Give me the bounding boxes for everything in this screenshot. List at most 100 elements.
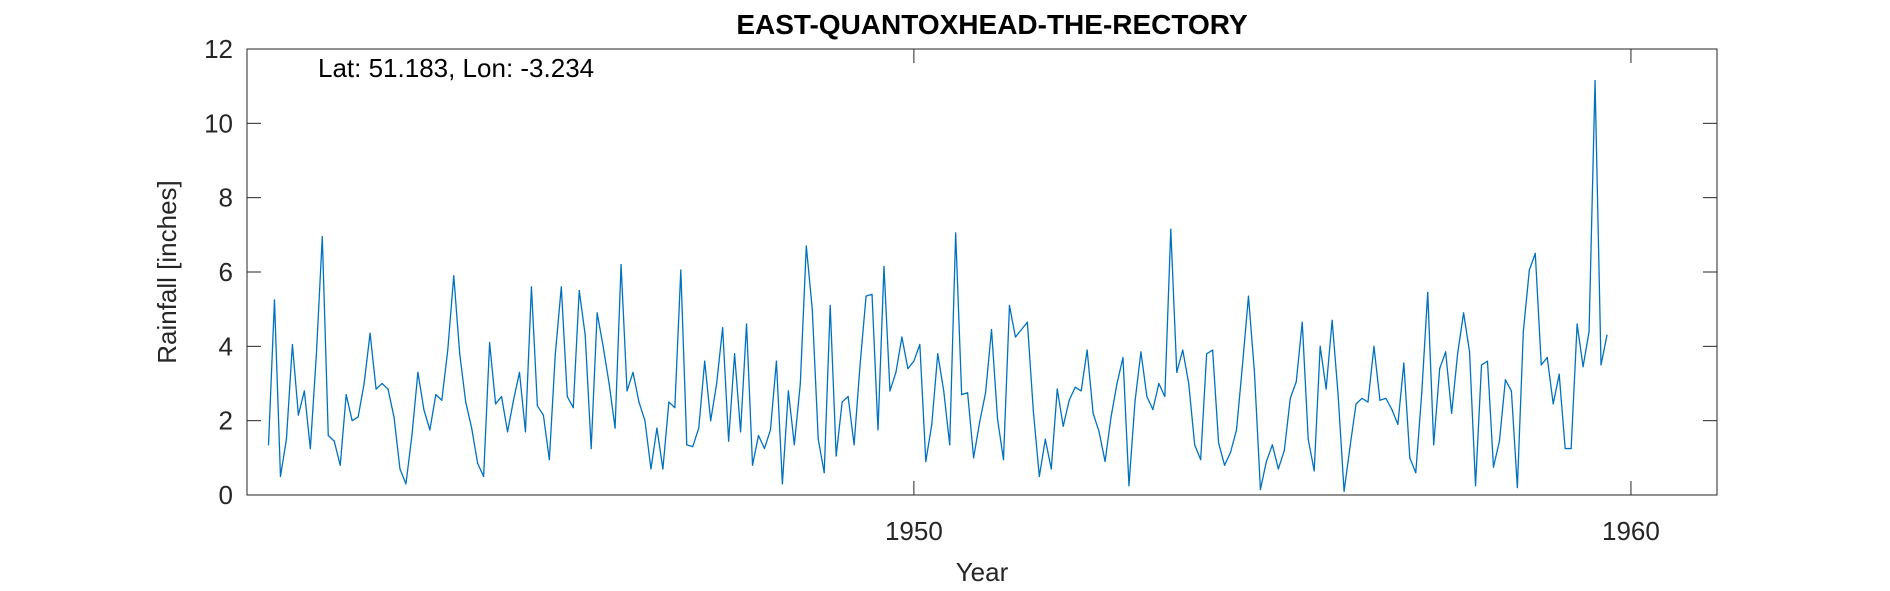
data-point (913, 360, 915, 362)
data-point (483, 475, 485, 478)
data-point (1391, 408, 1393, 411)
data-point (865, 295, 867, 297)
data-point (1235, 429, 1238, 431)
y-tick-label: 12 (204, 34, 233, 64)
y-axis-label: Rainfall [inches] (152, 180, 182, 364)
data-point (1206, 353, 1208, 355)
data-point (757, 434, 760, 437)
data-point (1200, 459, 1202, 461)
y-tick-label: 0 (219, 480, 233, 510)
data-point (393, 416, 395, 418)
data-point (1104, 460, 1106, 463)
data-point (333, 440, 335, 442)
data-point (1038, 475, 1040, 478)
data-point (1289, 397, 1291, 399)
data-point (435, 394, 437, 396)
data-point (405, 483, 407, 485)
data-point (805, 245, 807, 247)
data-point (1534, 252, 1536, 255)
data-point (1421, 392, 1423, 394)
data-point (919, 343, 921, 346)
data-point (1343, 490, 1345, 492)
data-point (1218, 442, 1220, 444)
data-point (1283, 449, 1285, 451)
data-point (1122, 356, 1124, 359)
data-point (471, 427, 473, 429)
x-axis: 1950 1960 (885, 49, 1660, 546)
data-point (686, 444, 688, 446)
data-point (1301, 321, 1303, 323)
data-point (1576, 323, 1578, 325)
data-point (1373, 345, 1375, 347)
data-point (411, 434, 413, 437)
data-point (859, 364, 861, 366)
data-point (620, 263, 622, 266)
data-point (512, 399, 515, 401)
data-point (733, 353, 736, 355)
data-point (811, 308, 813, 310)
data-point (692, 446, 694, 448)
data-point (1253, 371, 1256, 373)
data-point (315, 355, 317, 357)
y-tick-label: 2 (219, 406, 233, 436)
data-point (955, 232, 957, 234)
data-point (1451, 412, 1453, 414)
data-point (1474, 485, 1477, 487)
data-point (799, 382, 801, 385)
x-tick-label: 1950 (885, 516, 943, 546)
data-point (1498, 440, 1501, 442)
data-point (321, 236, 323, 238)
data-point (1182, 349, 1184, 351)
data-point (327, 434, 329, 437)
data-point (1325, 388, 1327, 390)
data-point (1044, 438, 1046, 440)
data-point (1582, 366, 1584, 368)
data-point (417, 371, 419, 373)
data-point (674, 407, 676, 409)
x-axis-label: Year (956, 557, 1009, 587)
data-point (1379, 399, 1381, 401)
data-point (680, 269, 682, 271)
data-point (823, 472, 825, 474)
y-tick-label: 8 (219, 183, 233, 213)
data-point (1140, 351, 1142, 353)
data-point (710, 420, 712, 422)
data-point (381, 382, 383, 385)
data-point (1194, 444, 1196, 446)
data-point (978, 421, 981, 424)
data-point (925, 460, 927, 463)
data-point (1056, 388, 1058, 390)
data-point (1271, 444, 1273, 446)
data-point (584, 334, 586, 336)
data-point (536, 405, 539, 407)
data-point (590, 447, 592, 450)
data-point (984, 392, 987, 394)
data-point (1480, 364, 1483, 366)
station-location-annotation: Lat: 51.183, Lon: -3.234 (318, 53, 594, 83)
data-point (1020, 329, 1023, 331)
data-point (1594, 79, 1596, 82)
data-point (769, 429, 772, 431)
data-point (518, 371, 521, 373)
data-point (363, 382, 365, 385)
data-point (489, 342, 491, 344)
data-point (1026, 321, 1028, 323)
data-point (650, 468, 652, 470)
data-point (716, 382, 718, 385)
data-point (399, 468, 401, 470)
data-point (662, 468, 664, 470)
data-point (1176, 371, 1178, 373)
data-point (1355, 403, 1357, 405)
data-point (829, 304, 831, 307)
data-point (1265, 460, 1267, 463)
data-point (1134, 401, 1136, 403)
data-point (1331, 319, 1333, 321)
y-axis: 0 2 4 6 8 10 12 (204, 34, 1717, 510)
data-point (668, 401, 670, 403)
data-point (494, 403, 497, 405)
data-point (291, 343, 294, 346)
data-point (369, 332, 371, 334)
data-point (1385, 397, 1387, 399)
data-point (644, 420, 646, 422)
data-point (1462, 312, 1465, 314)
